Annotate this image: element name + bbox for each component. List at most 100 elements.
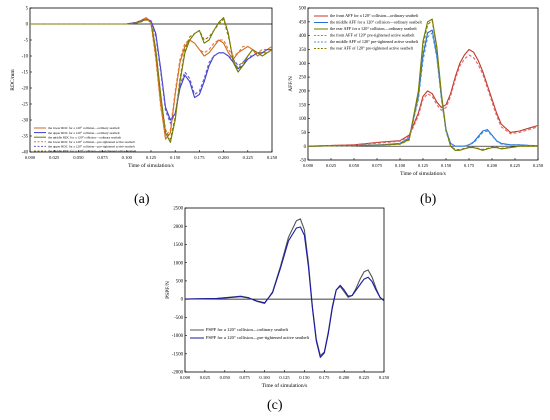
y-tick-label: 2500 bbox=[173, 207, 183, 212]
y-tick-label: 5 bbox=[26, 7, 29, 12]
x-tick-label: 0.050 bbox=[220, 375, 231, 380]
x-tick-label: 0.250 bbox=[533, 163, 544, 168]
legend-label: the front AFF of 120° pre-tightened acti… bbox=[330, 33, 415, 38]
x-axis-label: Time of simulation/s bbox=[128, 162, 174, 169]
x-tick-label: 0.000 bbox=[180, 375, 191, 380]
x-tick-label: 0.000 bbox=[303, 163, 314, 168]
legend-label: the middle RDC for a 120° collision—ordi… bbox=[48, 135, 121, 139]
x-tick-label: 0.125 bbox=[418, 163, 429, 168]
chart-a: 0.000 0.025 0.050 0.075 0.100 0.125 0.150 0.175… bbox=[10, 7, 278, 169]
x-tick-label: 0.200 bbox=[487, 163, 498, 168]
y-tick-label: 350 bbox=[299, 48, 307, 53]
series-line-5 bbox=[30, 18, 272, 124]
y-tick-label: 0 bbox=[304, 145, 307, 150]
panel-label-c: (c) bbox=[267, 398, 283, 413]
x-tick-label: 0.025 bbox=[49, 155, 60, 160]
x-tick-label: 0.025 bbox=[326, 163, 337, 168]
y-tick-label: -5 bbox=[24, 39, 29, 44]
legend-label: the lower RDC for a 120° collision—pre-t… bbox=[48, 140, 135, 144]
y-tick-label: -2000 bbox=[172, 371, 184, 376]
series-line-5 bbox=[307, 32, 539, 147]
x-tick-label: 0.175 bbox=[194, 155, 205, 160]
y-tick-label: 450 bbox=[299, 20, 307, 25]
legend-label: PSPF for a 120° collision—ordinary seatb… bbox=[206, 327, 289, 332]
x-tick-label: 0.100 bbox=[122, 155, 133, 160]
series-line-2 bbox=[30, 18, 272, 121]
x-tick-label: 0.100 bbox=[395, 163, 406, 168]
y-tick-label: -1500 bbox=[172, 352, 184, 357]
x-axis-label: Time of simulation/s bbox=[400, 170, 446, 177]
x-tick-label: 0.175 bbox=[464, 163, 475, 168]
y-tick-label: 2000 bbox=[173, 225, 183, 230]
x-tick-label: 0.075 bbox=[372, 163, 383, 168]
legend-label: the middle AFF of 120° pre-tightened act… bbox=[330, 39, 419, 44]
chart-b: 0.000 0.025 0.050 0.075 0.100 0.125 0.150 0.175… bbox=[288, 7, 544, 177]
y-tick-label: 100 bbox=[299, 117, 307, 122]
x-tick-label: 0.050 bbox=[73, 155, 84, 160]
y-tick-label: -10 bbox=[22, 55, 29, 60]
legend-label: the upper RDC for a 120° collision—ordin… bbox=[48, 131, 120, 135]
x-tick-label: 0.150 bbox=[299, 375, 310, 380]
x-axis-label: Time of simulation/s bbox=[262, 382, 308, 389]
y-tick-label: 0 bbox=[181, 298, 184, 303]
y-tick-label: 50 bbox=[301, 131, 306, 136]
x-tick-label: 0.250 bbox=[267, 155, 278, 160]
y-tick-label: -25 bbox=[22, 103, 29, 108]
plot-frame bbox=[184, 207, 385, 373]
x-tick-label: 0.200 bbox=[218, 155, 229, 160]
legend-label: the front AFF for a 120° collision—ordin… bbox=[330, 13, 419, 18]
x-tick-label: 0.150 bbox=[441, 163, 452, 168]
series-line-4 bbox=[307, 54, 539, 147]
legend-label: the lower RDC for a 120° collision—ordin… bbox=[48, 126, 120, 130]
series-line-6 bbox=[30, 18, 273, 140]
y-tick-label: -50 bbox=[300, 159, 307, 164]
series-line-1 bbox=[307, 48, 539, 147]
chart-c: 0.000 0.025 0.050 0.075 0.100 0.125 0.150 0.175… bbox=[165, 207, 390, 389]
x-tick-label: 0.075 bbox=[97, 155, 108, 160]
series-line-6 bbox=[307, 19, 538, 151]
x-tick-label: 0.075 bbox=[240, 375, 251, 380]
y-tick-label: -20 bbox=[22, 87, 29, 92]
x-tick-label: 0.150 bbox=[170, 155, 181, 160]
y-tick-label: 500 bbox=[299, 7, 307, 12]
y-tick-label: -30 bbox=[22, 119, 29, 124]
y-tick-label: 0 bbox=[26, 23, 29, 28]
y-tick-label: 150 bbox=[299, 103, 307, 108]
x-tick-label: 0.000 bbox=[25, 155, 36, 160]
y-tick-label: -500 bbox=[174, 316, 183, 321]
legend-label: the rear AFF of 120° pre-tightened activ… bbox=[330, 46, 414, 51]
y-tick-label: 200 bbox=[299, 90, 307, 95]
panel-label-a: (a) bbox=[134, 192, 150, 207]
x-tick-label: 0.025 bbox=[200, 375, 211, 380]
y-tick-label: -1000 bbox=[172, 334, 184, 339]
x-tick-label: 0.200 bbox=[339, 375, 350, 380]
y-axis-label: PSPF/N bbox=[165, 281, 171, 299]
y-tick-label: 400 bbox=[299, 34, 307, 39]
y-tick-label: 250 bbox=[299, 76, 307, 81]
x-tick-label: 0.125 bbox=[146, 155, 157, 160]
series-line-4 bbox=[30, 17, 273, 137]
legend-label: the middle AFF for a 120° collision—ordi… bbox=[330, 20, 423, 25]
legend-label: PSPF for a 120° collision—pre-tightened … bbox=[206, 335, 310, 340]
y-tick-label: 1000 bbox=[173, 261, 183, 266]
y-axis-label: RDC/mm bbox=[10, 69, 16, 91]
x-tick-label: 0.225 bbox=[510, 163, 521, 168]
x-tick-label: 0.175 bbox=[319, 375, 330, 380]
x-tick-label: 0.125 bbox=[279, 375, 290, 380]
y-axis-label: AFF/N bbox=[288, 76, 294, 92]
x-tick-label: 0.250 bbox=[379, 375, 390, 380]
panel-label-b: (b) bbox=[420, 192, 437, 207]
x-tick-label: 0.225 bbox=[359, 375, 370, 380]
y-tick-label: 1500 bbox=[173, 243, 183, 248]
series-line-1 bbox=[30, 17, 273, 140]
y-tick-label: -15 bbox=[22, 71, 29, 76]
series-line-3 bbox=[30, 17, 273, 143]
legend-label: the middle RDC for a 120° collision—pre-… bbox=[48, 149, 136, 153]
series-line-2 bbox=[184, 226, 385, 358]
y-tick-label: 300 bbox=[299, 62, 307, 67]
legend-label: the rear AFF for a 120° collision—ordina… bbox=[330, 26, 418, 31]
x-tick-label: 0.050 bbox=[349, 163, 360, 168]
x-tick-label: 0.225 bbox=[243, 155, 254, 160]
x-tick-label: 0.100 bbox=[259, 375, 270, 380]
